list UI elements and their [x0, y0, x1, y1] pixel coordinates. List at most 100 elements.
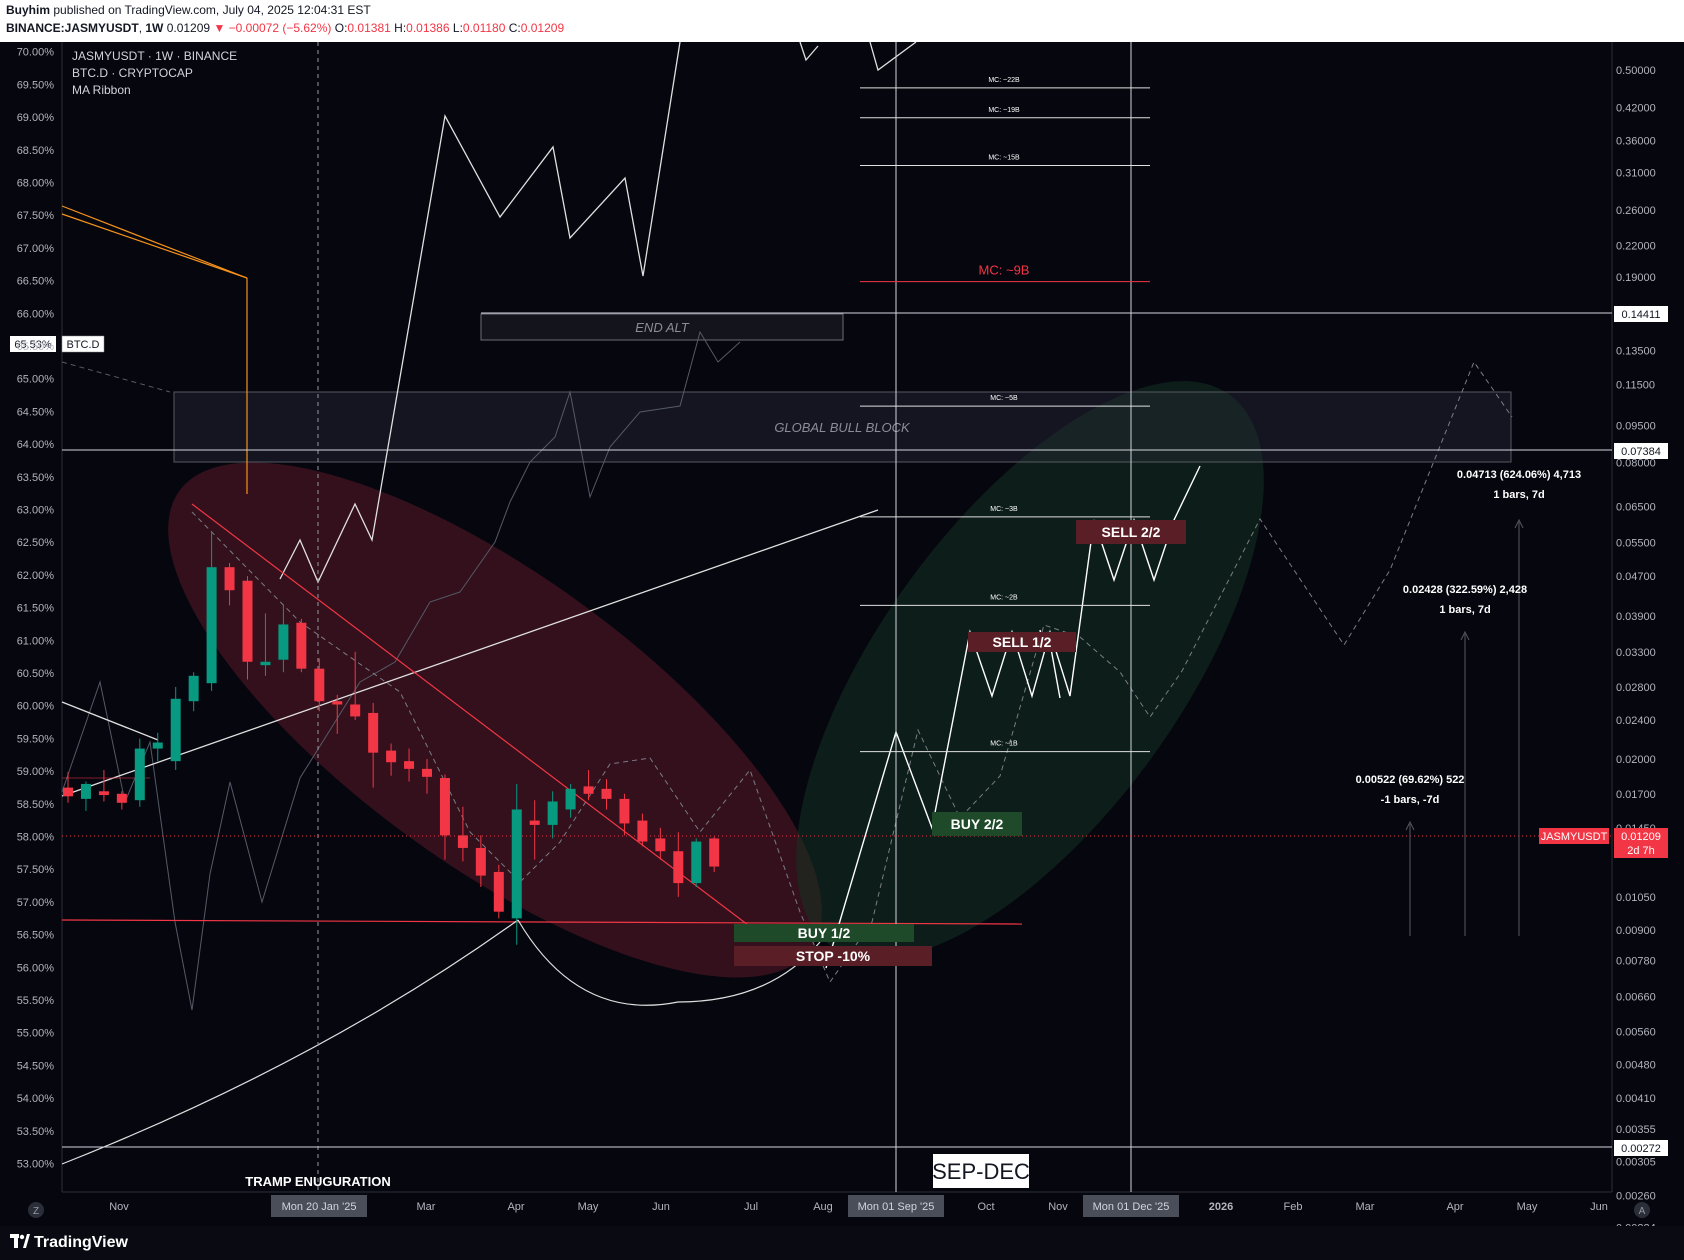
end-alt-box[interactable] — [480, 313, 844, 341]
measure-tool-1[interactable]: 0.04713 (624.06%) 4,713 1 bars, 7d — [1457, 469, 1581, 936]
candle-body — [368, 712, 379, 753]
candle-body — [637, 820, 648, 842]
publish-date: published on TradingView.com, July 04, 2… — [53, 3, 371, 17]
left-axis-tick: 55.50% — [17, 995, 55, 1007]
candle-body — [80, 783, 91, 799]
auto-zoom-left-button[interactable]: Z — [33, 1206, 39, 1217]
right-axis-tick: 0.03300 — [1616, 647, 1656, 659]
candle-body — [386, 750, 397, 763]
open-value: 0.01381 — [347, 21, 391, 35]
left-axis-tick: 55.00% — [17, 1028, 55, 1040]
time-axis-tick: Apr — [1446, 1201, 1463, 1213]
symbol-line: BINANCE:JASMYUSDT, 1W 0.01209 ▼ −0.00072… — [6, 21, 565, 35]
candle-body — [439, 778, 450, 836]
right-axis-tick: 0.04700 — [1616, 571, 1656, 583]
time-axis-tick: Jul — [744, 1201, 758, 1213]
chart-header: Buyhim published on TradingView.com, Jul… — [0, 0, 1684, 42]
right-axis-tick: 0.13500 — [1616, 345, 1656, 357]
left-axis-tick: 53.00% — [17, 1158, 55, 1170]
right-axis-tick: 0.50000 — [1616, 65, 1656, 77]
support-line[interactable] — [61, 919, 1023, 925]
low-value: 0.01180 — [462, 21, 506, 35]
candle-body — [475, 847, 486, 876]
price-chart[interactable]: END ALT GLOBAL BULL BLOCK MC: ~22B MC: ~1… — [0, 42, 1684, 1226]
btcd-line[interactable] — [61, 330, 741, 1011]
legend-btcd[interactable]: BTC.D · CRYPTOCAP — [72, 66, 193, 80]
left-axis-tick: 63.00% — [17, 504, 55, 516]
right-axis-tick: 0.31000 — [1616, 167, 1656, 179]
symbol-name[interactable]: BINANCE:JASMYUSDT — [6, 21, 139, 35]
candle-body — [296, 622, 307, 669]
rounding-bottom-arc[interactable] — [517, 919, 821, 1006]
mc-level-label: MC: ~1B — [990, 741, 1018, 748]
measure-1-value: 0.04713 (624.06%) 4,713 — [1457, 469, 1581, 481]
auto-scale-button[interactable]: A — [1639, 1206, 1646, 1217]
badge-jan: Mon 20 Jan '25 — [282, 1201, 357, 1213]
candle-body — [98, 791, 109, 796]
global-bull-block-label: GLOBAL BULL BLOCK — [774, 420, 911, 435]
candle-body — [511, 809, 522, 919]
candle-body — [619, 798, 630, 824]
btcd-name-label: BTC.D — [67, 339, 100, 351]
right-axis-tick: 0.00410 — [1616, 1093, 1656, 1105]
right-axis-tick: 0.06500 — [1616, 502, 1656, 514]
candle-body — [493, 871, 504, 912]
legend-ma-ribbon[interactable]: MA Ribbon — [72, 83, 131, 97]
time-axis-tick: May — [578, 1201, 599, 1213]
right-axis-tick: 0.00480 — [1616, 1059, 1656, 1071]
left-axis-tick: 68.00% — [17, 177, 55, 189]
btcd-value-label: 65.53% — [14, 339, 52, 351]
badge-sep: Mon 01 Sep '25 — [858, 1201, 935, 1213]
tradingview-logo[interactable]: TradingView — [10, 1234, 128, 1252]
candle-body — [529, 820, 540, 825]
publisher-name[interactable]: Buyhim — [6, 3, 51, 17]
open-label: O: — [334, 21, 348, 35]
price-change: ▼ −0.00072 (−5.62%) — [213, 21, 332, 35]
close-label: C: — [508, 21, 521, 35]
publish-line: Buyhim published on TradingView.com, Jul… — [6, 3, 371, 17]
measure-tool-3[interactable]: 0.00522 (69.62%) 522 -1 bars, -7d — [1356, 774, 1465, 936]
left-axis-tick: 69.00% — [17, 112, 55, 124]
tramp-enuguration-label: TRAMP ENUGURATION — [245, 1174, 390, 1189]
stop-label: STOP -10% — [796, 948, 871, 964]
candle-body — [673, 851, 684, 884]
measure-2-value: 0.02428 (322.59%) 2,428 — [1403, 584, 1527, 596]
left-axis-tick: 60.00% — [17, 701, 55, 713]
footer: TradingView — [0, 1226, 1684, 1260]
candle-body — [224, 567, 235, 591]
low-label: L: — [452, 21, 463, 35]
time-axis-tick: Nov — [1048, 1201, 1068, 1213]
left-axis-tick: 58.00% — [17, 831, 55, 843]
candle-body — [422, 768, 432, 777]
legend-symbol[interactable]: JASMYUSDT · 1W · BINANCE — [72, 49, 237, 63]
left-axis-tick: 62.50% — [17, 537, 55, 549]
left-axis-tick: 65.50% — [17, 341, 55, 353]
time-axis-tick: Feb — [1284, 1201, 1303, 1213]
time-axis-tick: May — [1517, 1201, 1538, 1213]
candle-body — [278, 624, 289, 660]
cycle-overlay-line[interactable] — [279, 42, 681, 584]
left-axis[interactable]: 70.00% 69.50% 69.00% 68.50% 68.00% 67.50% 67.0… — [17, 47, 55, 1171]
mc-level-label: MC: ~2B — [990, 594, 1018, 601]
sep-dec-label: SEP-DEC — [932, 1159, 1030, 1184]
left-axis-tick: 58.50% — [17, 799, 55, 811]
candles[interactable] — [63, 531, 720, 945]
time-axis-tick: Mar — [417, 1201, 436, 1213]
market-cap-levels: MC: ~22B MC: ~19B MC: ~15B MC: ~9B MC: ~5B MC… — [860, 77, 1150, 753]
long-trendline[interactable] — [61, 509, 879, 797]
measure-1-bars: 1 bars, 7d — [1493, 489, 1544, 501]
right-axis-tick: 0.01700 — [1616, 789, 1656, 801]
mc-level-label: MC: ~9B — [979, 263, 1030, 278]
candle-body — [583, 786, 594, 794]
left-axis-tick: 54.50% — [17, 1060, 55, 1072]
left-axis-tick: 65.00% — [17, 374, 55, 386]
candle-body — [565, 788, 576, 810]
candle-body — [691, 841, 702, 884]
close-value: 0.01209 — [520, 21, 565, 35]
right-axis-tick: 0.00260 — [1616, 1191, 1656, 1203]
right-axis-tick: 0.09500 — [1616, 420, 1656, 432]
down-trendline[interactable] — [191, 503, 753, 929]
measure-tool-2[interactable]: 0.02428 (322.59%) 2,428 1 bars, 7d — [1403, 584, 1527, 936]
left-axis-tick: 53.50% — [17, 1126, 55, 1138]
candle-body — [170, 698, 181, 762]
